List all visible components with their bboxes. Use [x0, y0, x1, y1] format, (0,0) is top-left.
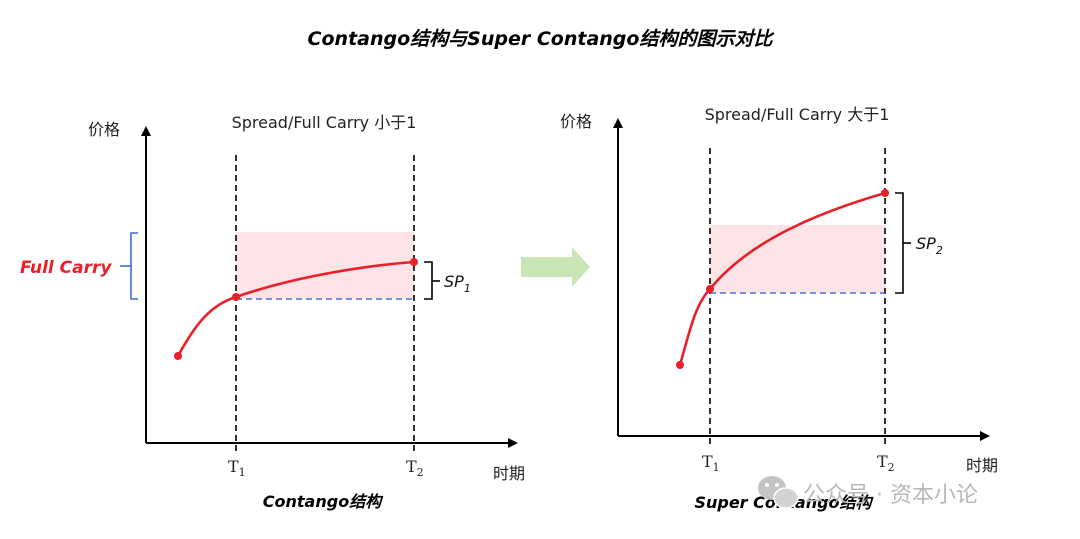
wechat-icon: [758, 476, 799, 509]
right-t2-label: T2: [877, 452, 895, 474]
diagram-title: Contango结构与Super Contango结构的图示对比: [308, 28, 775, 50]
right-t1-label: T1: [702, 452, 720, 474]
right-y-axis-label: 价格: [560, 112, 592, 131]
left-curve-t1-point: [232, 293, 240, 301]
right-price-curve: [678, 191, 886, 366]
left-price-curve: [176, 260, 415, 357]
left-sp-bracket: [424, 261, 433, 300]
watermark-text: 公众号 · 资本小论: [803, 483, 978, 508]
left-sp-label: SP1: [444, 272, 471, 295]
left-y-axis-label: 价格: [88, 120, 120, 139]
full-carry-label: Full Carry: [20, 258, 112, 278]
right-x-axis-label: 时期: [966, 456, 998, 475]
left-curve-start-point: [174, 352, 182, 360]
right-sp-label: SP2: [916, 234, 943, 257]
left-curve-t2-point: [410, 258, 418, 266]
right-curve-start-point: [676, 361, 684, 369]
left-t1-label: T1: [228, 457, 246, 479]
right-panel: SP2 Spread/Full Carry 大于1 价格 时期 T1 T2 Su…: [560, 105, 998, 512]
left-panel: SP1 Full Carry Spread/Full Carry 小于1 价格 …: [20, 113, 525, 511]
transition-arrow-icon: [521, 247, 590, 287]
watermark: 公众号 · 资本小论: [758, 476, 978, 509]
right-full-carry-region: [710, 225, 885, 293]
right-header: Spread/Full Carry 大于1: [705, 105, 890, 124]
left-caption: Contango结构: [263, 492, 384, 511]
full-carry-bracket: [130, 232, 138, 300]
right-sp-bracket: [895, 192, 904, 294]
left-header: Spread/Full Carry 小于1: [232, 113, 417, 132]
right-curve-t1-point: [706, 285, 714, 293]
left-x-axis-label: 时期: [493, 464, 525, 483]
right-curve-t2-point: [881, 189, 889, 197]
left-t2-label: T2: [406, 457, 424, 479]
